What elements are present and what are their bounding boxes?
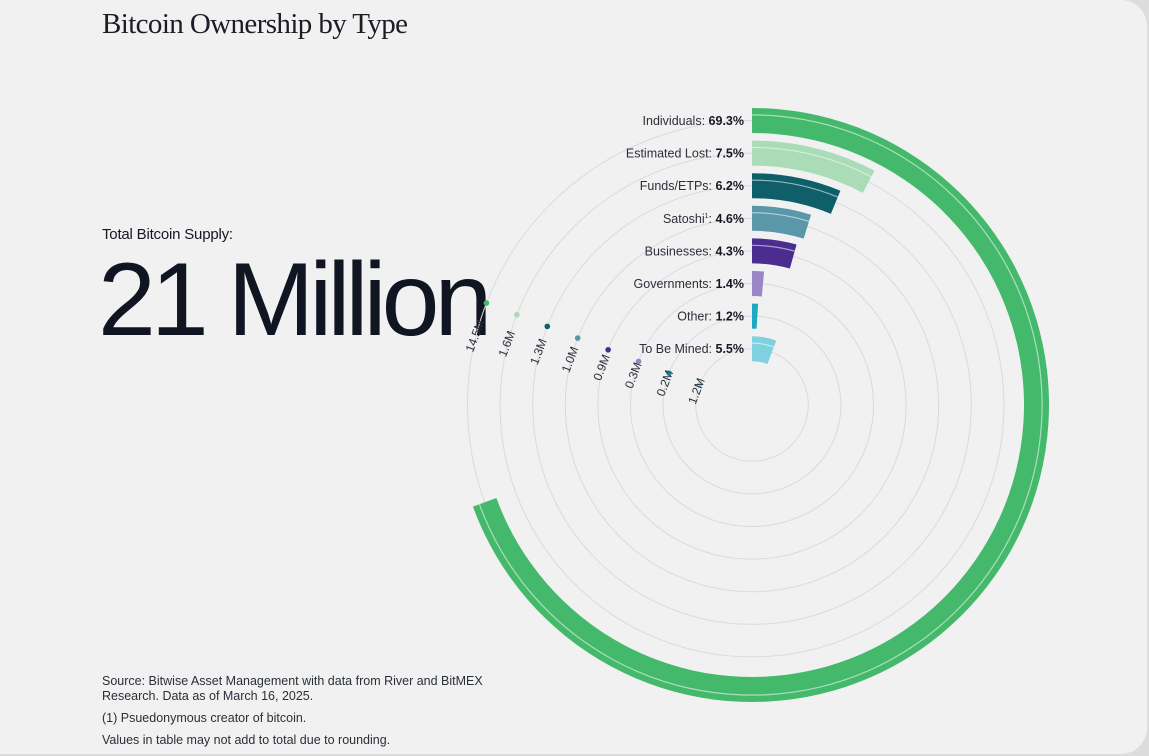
category-label: Funds/ETPs: 6.2% xyxy=(640,179,744,193)
category-label: Other: 1.2% xyxy=(677,310,744,324)
value-label: 1.0M xyxy=(559,345,582,375)
category-percent: 4.6% xyxy=(716,212,745,226)
value-marker xyxy=(605,346,611,353)
bar-highlight xyxy=(752,342,775,348)
category-name: To Be Mined xyxy=(639,342,709,356)
label-separator: : xyxy=(709,310,716,324)
grid-ring xyxy=(597,250,907,560)
page-title: Bitcoin Ownership by Type xyxy=(102,8,408,40)
value-label: 1.6M xyxy=(495,329,518,359)
category-percent: 6.2% xyxy=(716,179,745,193)
label-separator: : xyxy=(709,179,716,193)
label-separator: : xyxy=(709,342,716,356)
value-label: 0.2M xyxy=(654,368,677,398)
category-label: Satoshi1: 4.6% xyxy=(663,212,744,226)
bar-governments xyxy=(752,271,765,297)
category-percent: 1.4% xyxy=(716,277,745,291)
source-note: Source: Bitwise Asset Management with da… xyxy=(102,674,483,703)
total-supply-value: 21 Million xyxy=(98,242,492,358)
label-separator: : xyxy=(709,244,716,258)
label-separator: : xyxy=(702,114,709,128)
label-separator: : xyxy=(709,147,716,161)
category-name: Funds/ETPs xyxy=(640,179,709,193)
category-label: Estimated Lost: 7.5% xyxy=(626,147,744,161)
category-label: Governments: 1.4% xyxy=(634,277,744,291)
bar-to-be-mined xyxy=(752,336,777,365)
value-marker xyxy=(483,300,490,306)
bar-satoshi xyxy=(752,205,812,239)
value-marker xyxy=(514,311,520,318)
chart-notes: Source: Bitwise Asset Management with da… xyxy=(102,674,532,754)
category-percent: 69.3% xyxy=(709,114,744,128)
bar-estimated-lost xyxy=(752,140,875,193)
category-label: To Be Mined: 5.5% xyxy=(639,342,744,356)
category-label: Businesses: 4.3% xyxy=(645,244,744,258)
bar-businesses xyxy=(752,238,797,269)
bar-funds-etps xyxy=(752,173,841,214)
category-percent: 7.5% xyxy=(716,147,745,161)
footnote: (1) Psuedonymous creator of bitcoin. xyxy=(102,711,307,725)
category-name: Estimated Lost xyxy=(626,147,709,161)
value-marker xyxy=(574,335,581,341)
category-percent: 1.2% xyxy=(716,310,745,324)
value-marker xyxy=(635,358,642,365)
value-label: 14.5M xyxy=(463,318,488,354)
value-label: 0.3M xyxy=(622,360,645,390)
category-percent: 5.5% xyxy=(716,342,745,356)
category-label: Individuals: 69.3% xyxy=(643,114,744,128)
value-marker xyxy=(666,370,672,376)
category-name: Businesses xyxy=(645,244,709,258)
bar-highlight xyxy=(752,212,810,222)
bar-highlight xyxy=(752,244,795,252)
rounding-note: Values in table may not add to total due… xyxy=(102,733,391,747)
category-name: Governments xyxy=(634,277,709,291)
category-footnote-mark: 1 xyxy=(705,213,709,220)
bar-other xyxy=(752,303,759,329)
value-marker xyxy=(544,323,551,330)
value-label: 1.3M xyxy=(527,337,550,367)
value-marker xyxy=(696,382,703,388)
grid-ring xyxy=(695,348,809,462)
category-name: Other xyxy=(677,310,708,324)
category-name: Satoshi xyxy=(663,212,705,226)
value-label: 1.2M xyxy=(685,376,708,406)
category-name: Individuals xyxy=(643,114,702,128)
label-separator: : xyxy=(709,277,716,291)
total-supply-label: Total Bitcoin Supply: xyxy=(102,226,233,243)
category-percent: 4.3% xyxy=(716,244,745,258)
value-label: 0.9M xyxy=(590,352,613,382)
label-separator: : xyxy=(709,212,716,226)
